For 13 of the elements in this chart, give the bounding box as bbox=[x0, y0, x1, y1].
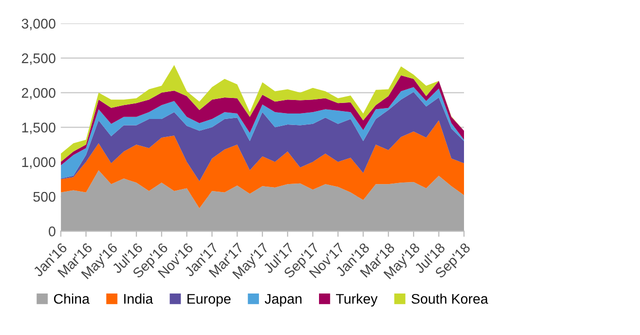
y-tick-label: 1,500 bbox=[22, 122, 56, 134]
legend-label: China bbox=[54, 294, 90, 304]
legend-label: Turkey bbox=[336, 294, 378, 307]
y-tick-label: 2,500 bbox=[22, 53, 56, 65]
y-tick-label: 500 bbox=[33, 192, 56, 202]
y-tick-label: 3,000 bbox=[22, 18, 56, 30]
y-tick-label: 2,000 bbox=[22, 88, 56, 100]
y-tick-label: 1,000 bbox=[22, 157, 56, 169]
legend-label: South Korea bbox=[412, 294, 488, 304]
legend-label: Europe bbox=[188, 294, 231, 307]
legend-label: Japan bbox=[264, 294, 302, 307]
legend-label: India bbox=[124, 294, 154, 304]
y-tick-label: 0 bbox=[48, 226, 56, 236]
